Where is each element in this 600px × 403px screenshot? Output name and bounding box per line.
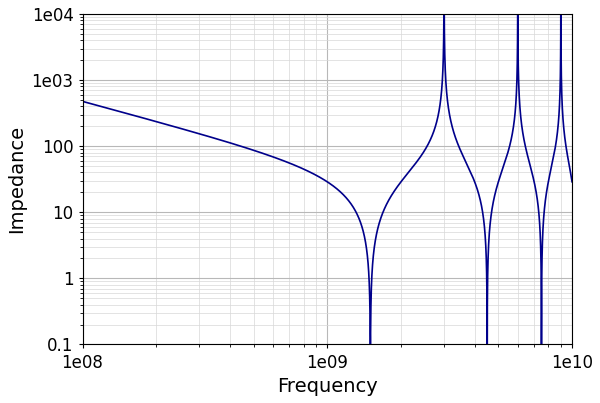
X-axis label: Frequency: Frequency bbox=[277, 377, 377, 396]
Y-axis label: Impedance: Impedance bbox=[7, 125, 26, 233]
